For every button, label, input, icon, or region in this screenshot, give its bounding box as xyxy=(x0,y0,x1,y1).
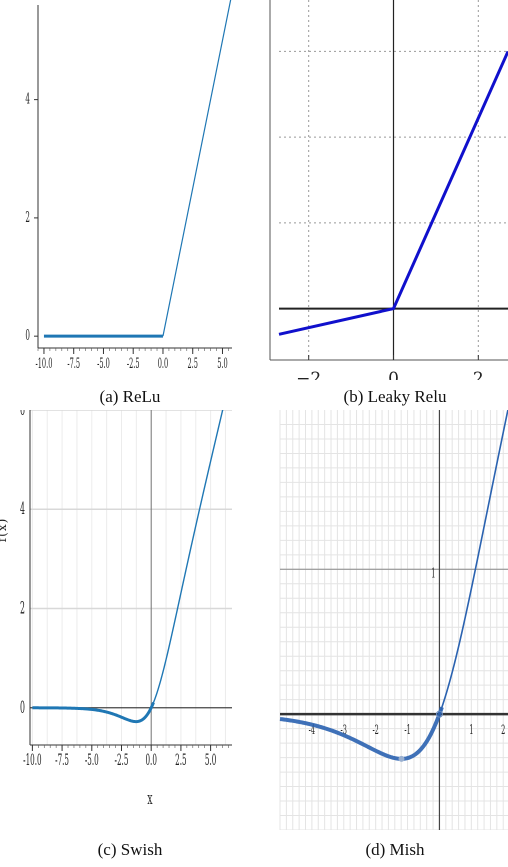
y-tick-label: 6 xyxy=(20,410,25,420)
relu-linear-segment xyxy=(162,0,232,337)
x-tick-label: −2 xyxy=(296,369,321,380)
swish-negative-curve xyxy=(32,701,155,724)
x-tick-label: -7.5 xyxy=(67,355,80,372)
x-tick-label: -5.0 xyxy=(85,751,99,769)
x-tick-label: 0 xyxy=(388,369,399,380)
y-tick-label: 2 xyxy=(20,599,25,618)
x-tick-label: 2 xyxy=(473,369,484,380)
leaky-relu-line xyxy=(278,50,508,336)
x-tick-label: -5.0 xyxy=(97,355,110,372)
x-tick-label: -1 xyxy=(404,723,410,738)
x-tick-label: 2.5 xyxy=(187,355,198,372)
mish-negative-curve xyxy=(279,706,444,761)
mish-origin-marker xyxy=(435,710,443,718)
mish-positive-curve xyxy=(438,410,508,714)
relu-caption: (a) ReLu xyxy=(99,387,161,406)
x-tick-label: -4 xyxy=(309,723,316,738)
leaky-relu-caption: (b) Leaky Relu xyxy=(343,387,447,406)
x-tick-label: -7.5 xyxy=(55,751,69,769)
x-tick-label: 1 xyxy=(469,723,473,738)
y-tick-label: 2 xyxy=(25,208,30,226)
mish-chart: -4 -3 -2 -1 1 2 1 xyxy=(279,410,508,830)
relu-chart: -10.0 -7.5 -5.0 -2.5 0.0 2.5 5.0 0 2 4 xyxy=(25,0,232,372)
x-tick-label: 5.0 xyxy=(205,751,216,769)
mish-caption: (d) Mish xyxy=(365,840,425,859)
x-tick-label: 2 xyxy=(501,723,505,738)
mish-panel: -4 -3 -2 -1 1 2 1 xyxy=(254,410,508,830)
x-tick-label: -10.0 xyxy=(36,355,53,372)
relu-panel: -10.0 -7.5 -5.0 -2.5 0.0 2.5 5.0 0 2 4 xyxy=(0,0,254,380)
x-tick-label: 5.0 xyxy=(217,355,228,372)
x-axis-label: x xyxy=(147,789,152,809)
x-tick-label: -10.0 xyxy=(23,751,41,769)
x-tick-label: 0.0 xyxy=(158,355,169,372)
y-tick-label: 4 xyxy=(20,500,25,519)
leaky-relu-chart: −2 0 2 xyxy=(269,0,508,380)
x-tick-label: -3 xyxy=(341,723,347,738)
x-tick-label: 0.0 xyxy=(145,751,156,769)
swish-positive-curve xyxy=(152,410,224,705)
x-tick-label: 2.5 xyxy=(175,751,186,769)
y-tick-label: 1 xyxy=(431,566,435,581)
mish-minimum-marker xyxy=(398,755,405,762)
x-tick-label: -2.5 xyxy=(115,751,129,769)
swish-panel: -10.0 -7.5 -5.0 -2.5 0.0 2.5 5.0 0 2 4 6 f(x) x xyxy=(0,410,254,830)
y-tick-label: 0 xyxy=(20,699,25,718)
leaky-relu-panel: −2 0 2 xyxy=(254,0,508,380)
y-tick-label: 4 xyxy=(25,90,30,108)
x-tick-label: -2.5 xyxy=(127,355,140,372)
swish-caption: (c) Swish xyxy=(97,840,163,859)
swish-chart: -10.0 -7.5 -5.0 -2.5 0.0 2.5 5.0 0 2 4 6 f(x) x xyxy=(0,410,232,809)
x-tick-label: -2 xyxy=(372,723,378,738)
y-axis-label: f(x) xyxy=(0,518,9,543)
y-tick-label: 0 xyxy=(25,326,30,344)
